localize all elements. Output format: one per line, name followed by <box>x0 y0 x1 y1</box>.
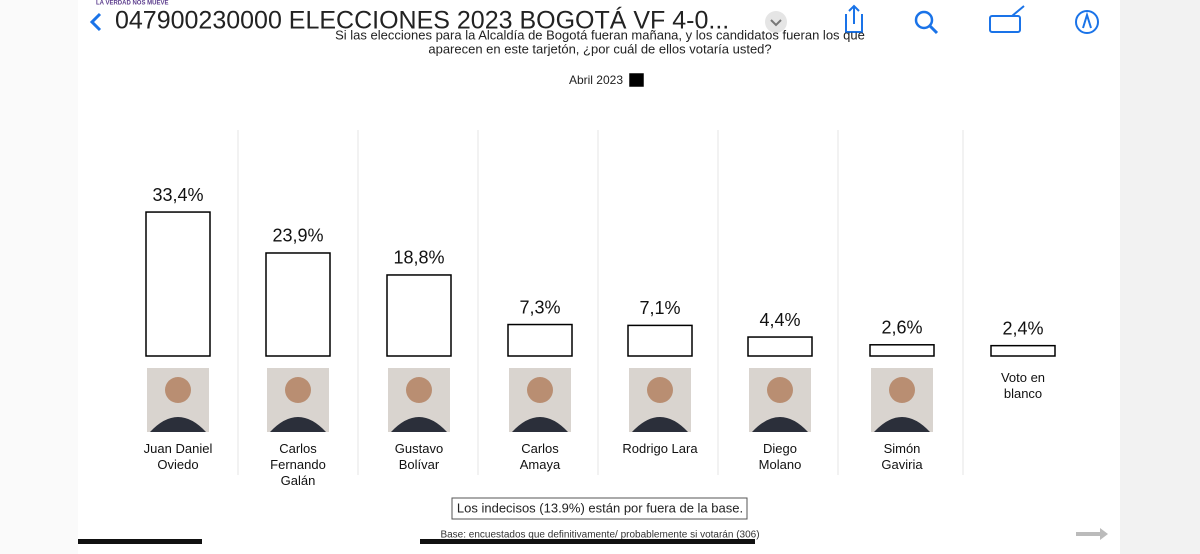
value-label: 7,3% <box>519 297 560 317</box>
value-label: 7,1% <box>639 298 680 318</box>
scroll-indicator <box>420 539 755 544</box>
document-title: 047900230000 ELECCIONES 2023 BOGOTÁ VF 4… <box>115 6 729 35</box>
share-button[interactable] <box>845 4 863 33</box>
dropdown-icon <box>770 19 782 27</box>
value-label: 4,4% <box>759 310 800 330</box>
bar <box>747 336 813 357</box>
next-arrow[interactable] <box>1076 528 1108 540</box>
markup-button[interactable] <box>989 15 1021 33</box>
value-label: 2,6% <box>881 318 922 338</box>
bar <box>869 344 935 357</box>
value-label: 23,9% <box>272 226 323 246</box>
category-label: Gustavo Bolívar <box>394 441 444 472</box>
candidate-body <box>512 417 568 432</box>
candidate-body <box>150 417 206 432</box>
candidate-head <box>165 377 191 403</box>
search-button[interactable] <box>914 10 934 30</box>
candidate-head <box>527 377 553 403</box>
category-label: Simón Gaviria <box>881 441 923 472</box>
candidate-body <box>391 417 447 432</box>
bar <box>990 344 1056 357</box>
category-label: Carlos Amaya <box>519 441 561 472</box>
candidate-body <box>270 417 326 432</box>
legend-label: Abril 2023 <box>569 73 623 87</box>
candidate-head <box>889 377 915 403</box>
margin <box>0 0 78 554</box>
category-label: Carlos Fernando Galán <box>270 441 326 488</box>
candidate-body <box>874 417 930 432</box>
base-note: Base: encuestados que definitivamente/ p… <box>440 530 759 541</box>
bar <box>627 324 693 357</box>
brand: LA VERDAD NOS MUEVE <box>96 1 168 7</box>
candidate-head <box>767 377 793 403</box>
candidate-head <box>285 377 311 403</box>
category-label: Voto en blanco <box>1000 370 1046 401</box>
candidate-head <box>647 377 673 403</box>
bar <box>507 323 573 357</box>
back-button[interactable] <box>89 12 102 32</box>
value-label: 2,4% <box>1002 318 1043 338</box>
legend-swatch <box>629 73 644 87</box>
value-label: 18,8% <box>393 248 444 268</box>
search-handle <box>928 24 939 35</box>
markup-pen <box>1011 5 1025 17</box>
note-box <box>451 497 748 520</box>
margin <box>1120 0 1200 554</box>
candidate-head <box>406 377 432 403</box>
category-label: Rodrigo Lara <box>622 441 698 456</box>
note: Los indecisos (13.9%) están por fuera de… <box>457 500 743 515</box>
bar <box>386 274 452 357</box>
value-label: 33,4% <box>152 185 203 205</box>
candidate-body <box>752 417 808 432</box>
chart-title: Si las elecciones para la Alcaldía de Bo… <box>335 27 865 42</box>
bar <box>145 211 211 357</box>
dropdown[interactable] <box>765 11 787 33</box>
candidate-body <box>632 417 688 432</box>
chart-subtitle: aparecen en este tarjetón, ¿por cuál de … <box>428 41 771 56</box>
category-label: Diego Molano <box>758 441 802 472</box>
category-label: Juan Daniel Oviedo <box>143 441 213 472</box>
scroll-indicator <box>78 539 202 544</box>
annotate-button[interactable] <box>1075 10 1099 34</box>
bar <box>265 252 331 357</box>
annotate-icon <box>1082 11 1092 29</box>
